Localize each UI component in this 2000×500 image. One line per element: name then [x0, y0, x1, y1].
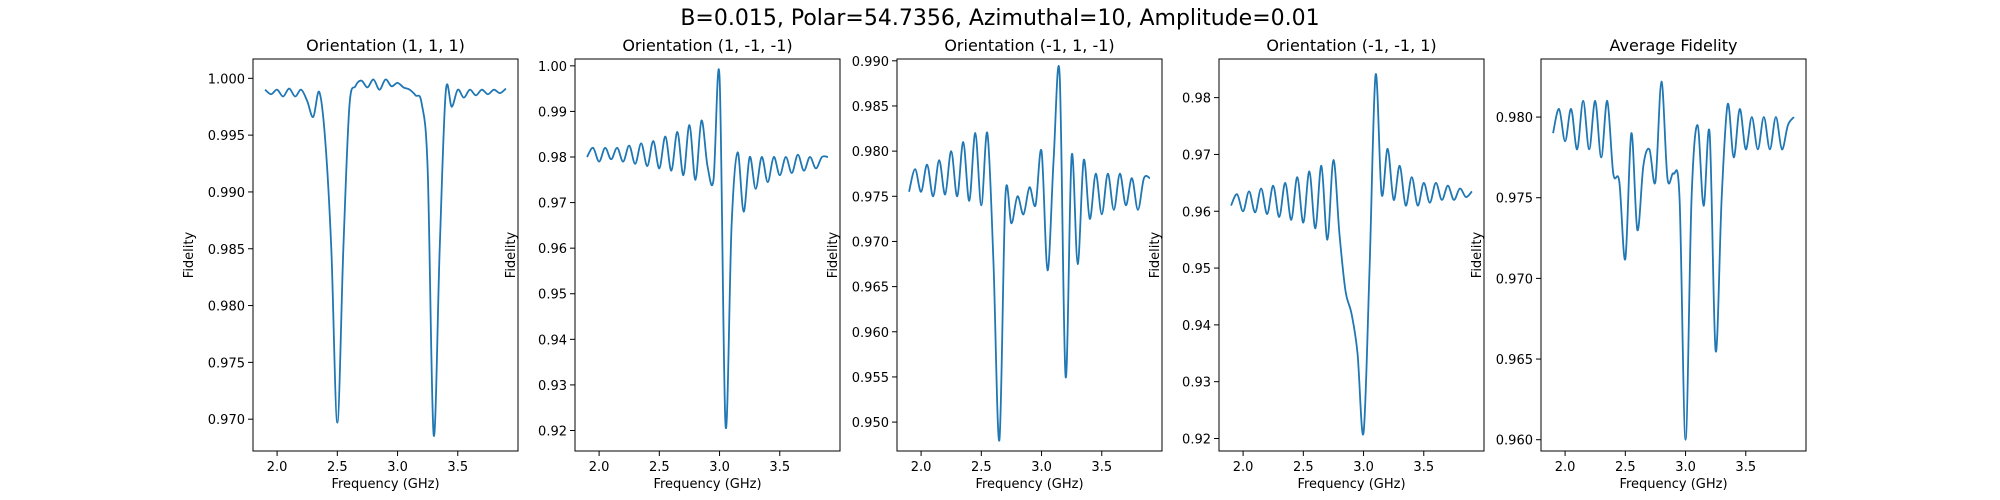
- subplot-2: Orientation (1, -1, -1) 2.0 2.5 3.0 3.5 0.92 0…: [504, 36, 841, 492]
- y-axis-label: Fidelity: [1148, 231, 1163, 278]
- subplot-5: Average Fidelity 2.0 2.5 3.0 3.5 0.960 0.965 0.…: [1470, 36, 1807, 492]
- y-tick-label: 0.970: [1496, 272, 1533, 287]
- x-axis-label: Frequency (GHz): [975, 477, 1083, 492]
- y-axis-label: Fidelity: [826, 231, 841, 278]
- y-tick-label: 1.000: [208, 72, 245, 87]
- y-tick-label: 0.980: [852, 145, 889, 160]
- x-tick-label: 2.5: [1293, 460, 1314, 475]
- x-tick-label: 3.0: [1353, 460, 1374, 475]
- series-line-1: [1552, 80, 1795, 441]
- x-tick-label: 3.5: [447, 460, 468, 475]
- y-tick-label: 0.950: [852, 416, 889, 431]
- series-line-1: [1230, 73, 1473, 436]
- y-tick-label: 0.94: [538, 333, 567, 348]
- x-tick-label: 3.0: [709, 460, 730, 475]
- y-tick-label: 0.975: [1496, 192, 1533, 207]
- x-tick-label: 3.5: [1091, 460, 1112, 475]
- subplot-title: Orientation (1, 1, 1): [306, 36, 465, 55]
- x-tick-label: 3.5: [769, 460, 790, 475]
- y-tick-label: 0.94: [1182, 319, 1211, 334]
- y-tick-label: 0.965: [1496, 353, 1533, 368]
- subplot-title: Average Fidelity: [1610, 36, 1738, 55]
- y-tick-label: 0.980: [208, 300, 245, 315]
- series-line-1: [586, 68, 829, 430]
- y-axis-label: Fidelity: [1470, 231, 1485, 278]
- y-tick-label: 0.980: [1496, 111, 1533, 126]
- y-tick-label: 0.95: [1182, 262, 1211, 277]
- x-tick-label: 2.0: [1233, 460, 1254, 475]
- x-tick-label: 2.0: [267, 460, 288, 475]
- y-tick-label: 0.92: [1182, 433, 1211, 448]
- x-tick-label: 3.0: [1675, 460, 1696, 475]
- x-tick-label: 2.5: [971, 460, 992, 475]
- x-tick-label: 3.5: [1413, 460, 1434, 475]
- y-tick-label: 0.97: [1182, 148, 1211, 163]
- y-tick-label: 0.92: [538, 424, 567, 439]
- y-tick-label: 0.99: [538, 105, 567, 120]
- y-tick-label: 0.96: [538, 242, 567, 257]
- x-axis-label: Frequency (GHz): [653, 477, 761, 492]
- y-tick-label: 0.990: [208, 186, 245, 201]
- plot-frame: [574, 58, 841, 452]
- x-tick-label: 2.5: [649, 460, 670, 475]
- plot-frame: [252, 58, 519, 452]
- y-tick-label: 0.990: [852, 55, 889, 70]
- x-tick-label: 2.0: [589, 460, 610, 475]
- x-axis-label: Frequency (GHz): [1297, 477, 1405, 492]
- y-tick-label: 0.93: [1182, 376, 1211, 391]
- y-tick-label: 0.985: [852, 100, 889, 115]
- y-tick-label: 0.960: [852, 326, 889, 341]
- y-tick-label: 0.975: [208, 356, 245, 371]
- y-tick-label: 1.00: [538, 60, 567, 75]
- y-axis-label: Fidelity: [504, 231, 519, 278]
- x-tick-label: 2.5: [327, 460, 348, 475]
- x-tick-label: 2.0: [1555, 460, 1576, 475]
- y-tick-label: 0.975: [852, 190, 889, 205]
- y-tick-label: 0.970: [208, 413, 245, 428]
- y-tick-label: 0.96: [1182, 205, 1211, 220]
- x-tick-label: 2.0: [911, 460, 932, 475]
- y-tick-label: 0.995: [208, 129, 245, 144]
- y-tick-label: 0.970: [852, 235, 889, 250]
- x-tick-label: 3.0: [387, 460, 408, 475]
- series-line-1: [908, 65, 1151, 442]
- subplot-4: Orientation (-1, -1, 1) 2.0 2.5 3.0 3.5 0.92 0…: [1148, 36, 1485, 492]
- y-tick-label: 0.985: [208, 243, 245, 258]
- y-axis-label: Fidelity: [182, 231, 197, 278]
- y-tick-label: 0.95: [538, 288, 567, 303]
- y-tick-label: 0.97: [538, 197, 567, 212]
- y-tick-label: 0.98: [1182, 92, 1211, 107]
- y-tick-label: 0.98: [538, 151, 567, 166]
- subplot-title: Orientation (-1, -1, 1): [1266, 36, 1436, 55]
- plot-frame: [1218, 58, 1485, 452]
- x-axis-label: Frequency (GHz): [331, 477, 439, 492]
- plot-frame: [1540, 58, 1807, 452]
- plot-frame: [896, 58, 1163, 452]
- y-tick-label: 0.960: [1496, 434, 1533, 449]
- series-line-1: [264, 78, 507, 437]
- subplot-title: Orientation (1, -1, -1): [622, 36, 792, 55]
- subplot-title: Orientation (-1, 1, -1): [944, 36, 1114, 55]
- figure-title: B=0.015, Polar=54.7356, Azimuthal=10, Am…: [680, 6, 1320, 31]
- y-tick-label: 0.955: [852, 371, 889, 386]
- subplot-3: Orientation (-1, 1, -1) 2.0 2.5 3.0 3.5 0.950…: [826, 36, 1163, 492]
- x-axis-label: Frequency (GHz): [1619, 477, 1727, 492]
- subplot-1: Orientation (1, 1, 1) 2.0 2.5 3.0 3.5 0.970 0.…: [182, 36, 519, 492]
- x-tick-label: 3.0: [1031, 460, 1052, 475]
- y-tick-label: 0.93: [538, 379, 567, 394]
- y-tick-label: 0.965: [852, 281, 889, 296]
- x-tick-label: 2.5: [1615, 460, 1636, 475]
- x-tick-label: 3.5: [1735, 460, 1756, 475]
